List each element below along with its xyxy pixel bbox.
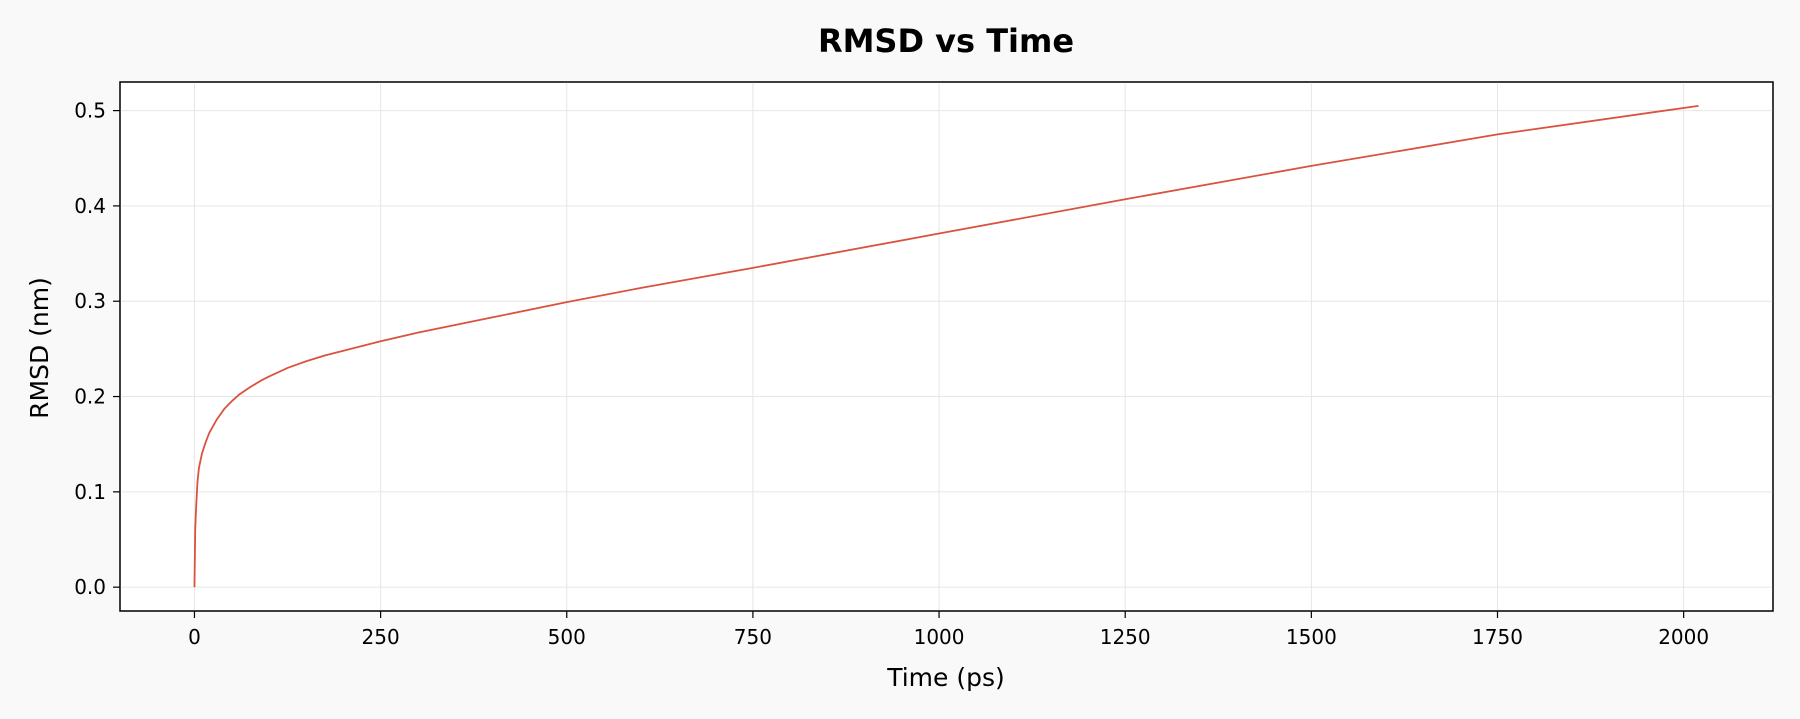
x-tick-label: 500: [548, 625, 586, 649]
y-tick-label: 0.5: [74, 99, 106, 123]
x-tick-label: 1500: [1286, 625, 1337, 649]
y-tick-label: 0.1: [74, 480, 106, 504]
x-axis-ticks: 0 250 500 750 1000 1250 1500 1750 2000: [188, 611, 1709, 649]
x-tick-label: 2000: [1658, 625, 1709, 649]
x-tick-label: 1250: [1100, 625, 1151, 649]
y-tick-label: 0.2: [74, 385, 106, 409]
plot-frame: [119, 81, 1774, 612]
plot-area: [119, 81, 1774, 612]
grid-lines: [120, 82, 1773, 611]
x-axis-label: Time (ps): [886, 663, 1005, 692]
chart-title: RMSD vs Time: [818, 22, 1074, 60]
y-tick-label: 0.4: [74, 194, 106, 218]
y-axis-ticks: 0.0 0.1 0.2 0.3 0.4 0.5: [74, 99, 120, 599]
x-tick-label: 1000: [914, 625, 965, 649]
x-tick-label: 0: [188, 625, 201, 649]
y-tick-label: 0.3: [74, 289, 106, 313]
x-tick-label: 750: [734, 625, 772, 649]
data-series: [193, 104, 1699, 588]
rmsd-series-line: [193, 104, 1699, 588]
x-tick-label: 1750: [1472, 625, 1523, 649]
y-tick-label: 0.0: [74, 575, 106, 599]
x-tick-label: 250: [362, 625, 400, 649]
y-axis-label: RMSD (nm): [25, 277, 54, 419]
